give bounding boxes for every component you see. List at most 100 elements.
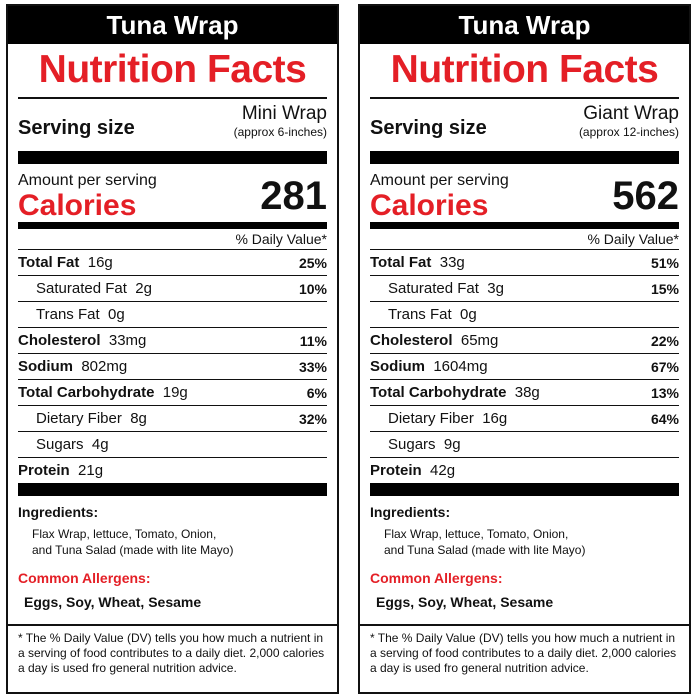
nutrient-amount: 19g <box>162 384 188 401</box>
nutrient-pct: 51% <box>650 254 679 271</box>
nutrient-amount: 4g <box>91 436 109 453</box>
serving-size-row: Serving size Mini Wrap (approx 6-inches) <box>18 97 327 147</box>
nutrient-amount: 2g <box>135 280 152 297</box>
nutrient-amount: 16g <box>87 254 113 271</box>
nutrient-name: Dietary Fiber <box>388 410 474 427</box>
nutrient-amount: 42g <box>430 462 456 479</box>
product-title: Tuna Wrap <box>8 6 337 44</box>
ingredients-text: Flax Wrap, lettuce, Tomato, Onion, and T… <box>18 526 327 558</box>
nutrient-pct: 15% <box>650 280 679 297</box>
nutrient-pct: 10% <box>298 280 327 297</box>
nutrient-row-saturated-fat: Saturated Fat 2g 10% <box>18 276 327 302</box>
allergens-list: Eggs, Soy, Wheat, Sesame <box>24 594 202 610</box>
nutrient-name: Total Carbohydrate <box>18 384 155 401</box>
ingredients-line: and Tuna Salad (made with lite Mayo) <box>32 543 234 557</box>
nutrient-row-trans-fat: Trans Fat 0g <box>18 302 327 328</box>
daily-value-header: % Daily Value* <box>370 229 679 250</box>
nutrient-amount: 0g <box>107 306 125 323</box>
nutrient-row-cholesterol: Cholesterol 33mg 11% <box>18 328 327 354</box>
calories-value: 562 <box>612 174 679 218</box>
footnote-divider <box>360 624 689 626</box>
divider-thick <box>370 483 679 496</box>
amount-per-serving: Amount per serving <box>370 172 509 189</box>
nutrient-row-trans-fat: Trans Fat 0g <box>370 302 679 328</box>
nutrient-name: Sugars <box>388 436 436 453</box>
serving-size-label: Serving size <box>18 117 135 139</box>
footnote-line: a day is used fro general nutrition advi… <box>18 661 237 675</box>
daily-value-header: % Daily Value* <box>18 229 327 250</box>
nutrient-name: Sodium <box>370 358 425 375</box>
nutrient-row-dietary-fiber: Dietary Fiber 8g 32% <box>18 406 327 432</box>
nutrient-name: Total Fat <box>18 254 80 271</box>
nutrient-row-total-carbohydrate: Total Carbohydrate 38g 13% <box>370 380 679 406</box>
nutrient-pct: 64% <box>650 410 679 427</box>
nutrient-amount: 65mg <box>460 332 499 349</box>
serving-size-value: Mini Wrap <box>241 103 327 124</box>
nutrient-pct: 67% <box>650 358 679 375</box>
nutrient-amount: 0g <box>459 306 477 323</box>
nutrient-pct: 6% <box>306 384 327 401</box>
nutrient-amount: 8g <box>130 410 147 427</box>
nutrient-row-sugars: Sugars 4g <box>18 432 327 458</box>
nutrient-name: Saturated Fat <box>388 280 479 297</box>
nutrition-label-giant: Tuna Wrap Nutrition Facts Serving size G… <box>358 4 691 694</box>
nutrient-amount: 33g <box>439 254 465 271</box>
calories-value: 281 <box>260 174 327 218</box>
nutrient-name: Trans Fat <box>36 306 100 323</box>
nutrient-pct: 22% <box>650 332 679 349</box>
nutrient-name: Cholesterol <box>370 332 453 349</box>
nutrient-name: Sodium <box>18 358 73 375</box>
divider-medium <box>370 222 679 229</box>
nutrient-row-sodium: Sodium 802mg 33% <box>18 354 327 380</box>
amount-per-serving: Amount per serving <box>18 172 157 189</box>
nutrient-row-sugars: Sugars 9g <box>370 432 679 458</box>
ingredients-heading: Ingredients: <box>18 504 99 520</box>
ingredients-line: and Tuna Salad (made with lite Mayo) <box>384 543 586 557</box>
nutrient-pct: 13% <box>650 384 679 401</box>
nutrient-amount: 16g <box>482 410 508 427</box>
divider-medium <box>18 222 327 229</box>
nutrition-facts-heading: Nutrition Facts <box>38 48 307 91</box>
nutrient-amount: 802mg <box>81 358 128 375</box>
allergens-list: Eggs, Soy, Wheat, Sesame <box>376 594 554 610</box>
ingredients-line: Flax Wrap, lettuce, Tomato, Onion, <box>32 527 217 541</box>
nutrient-name: Dietary Fiber <box>36 410 122 427</box>
nutrition-facts-heading: Nutrition Facts <box>390 48 659 91</box>
divider-thick <box>18 151 327 164</box>
serving-size-row: Serving size Giant Wrap (approx 12-inche… <box>370 97 679 147</box>
nutrient-amount: 21g <box>78 462 104 479</box>
footnote-divider <box>8 624 337 626</box>
footnote: * The % Daily Value (DV) tells you how m… <box>8 626 337 676</box>
calories-label: Calories <box>18 189 137 222</box>
nutrient-amount: 38g <box>514 384 540 401</box>
nutrient-row-cholesterol: Cholesterol 65mg 22% <box>370 328 679 354</box>
serving-size-note: (approx 12-inches) <box>578 125 679 139</box>
nutrient-pct: 11% <box>299 332 327 349</box>
footnote-line: a serving of food contributes to a daily… <box>18 646 325 660</box>
footnote-line: a day is used fro general nutrition advi… <box>370 661 589 675</box>
allergens-heading: Common Allergens: <box>18 570 151 586</box>
nutrient-name: Sugars <box>36 436 84 453</box>
nutrient-amount: 9g <box>443 436 461 453</box>
nutrient-amount: 3g <box>487 280 504 297</box>
divider-thick <box>18 483 327 496</box>
calories-row: Amount per serving Calories 281 <box>18 164 327 222</box>
footnote-line: a serving of food contributes to a daily… <box>370 646 677 660</box>
serving-size-label: Serving size <box>370 117 487 139</box>
footnote: * The % Daily Value (DV) tells you how m… <box>360 626 689 676</box>
ingredients-line: Flax Wrap, lettuce, Tomato, Onion, <box>384 527 569 541</box>
nutrient-name: Saturated Fat <box>36 280 127 297</box>
nutrient-row-total-fat: Total Fat 33g 51% <box>370 250 679 276</box>
product-title: Tuna Wrap <box>360 6 689 44</box>
nutrient-row-total-fat: Total Fat 16g 25% <box>18 250 327 276</box>
nutrient-row-saturated-fat: Saturated Fat 3g 15% <box>370 276 679 302</box>
nutrient-amount: 33mg <box>108 332 147 349</box>
allergens-heading: Common Allergens: <box>370 570 503 586</box>
divider-thick <box>370 151 679 164</box>
nutrient-name: Protein <box>370 462 422 479</box>
calories-label: Calories <box>370 189 489 222</box>
nutrient-row-dietary-fiber: Dietary Fiber 16g 64% <box>370 406 679 432</box>
calories-row: Amount per serving Calories 562 <box>370 164 679 222</box>
nutrient-amount: 1604mg <box>433 358 488 375</box>
nutrient-pct: 25% <box>298 254 327 271</box>
